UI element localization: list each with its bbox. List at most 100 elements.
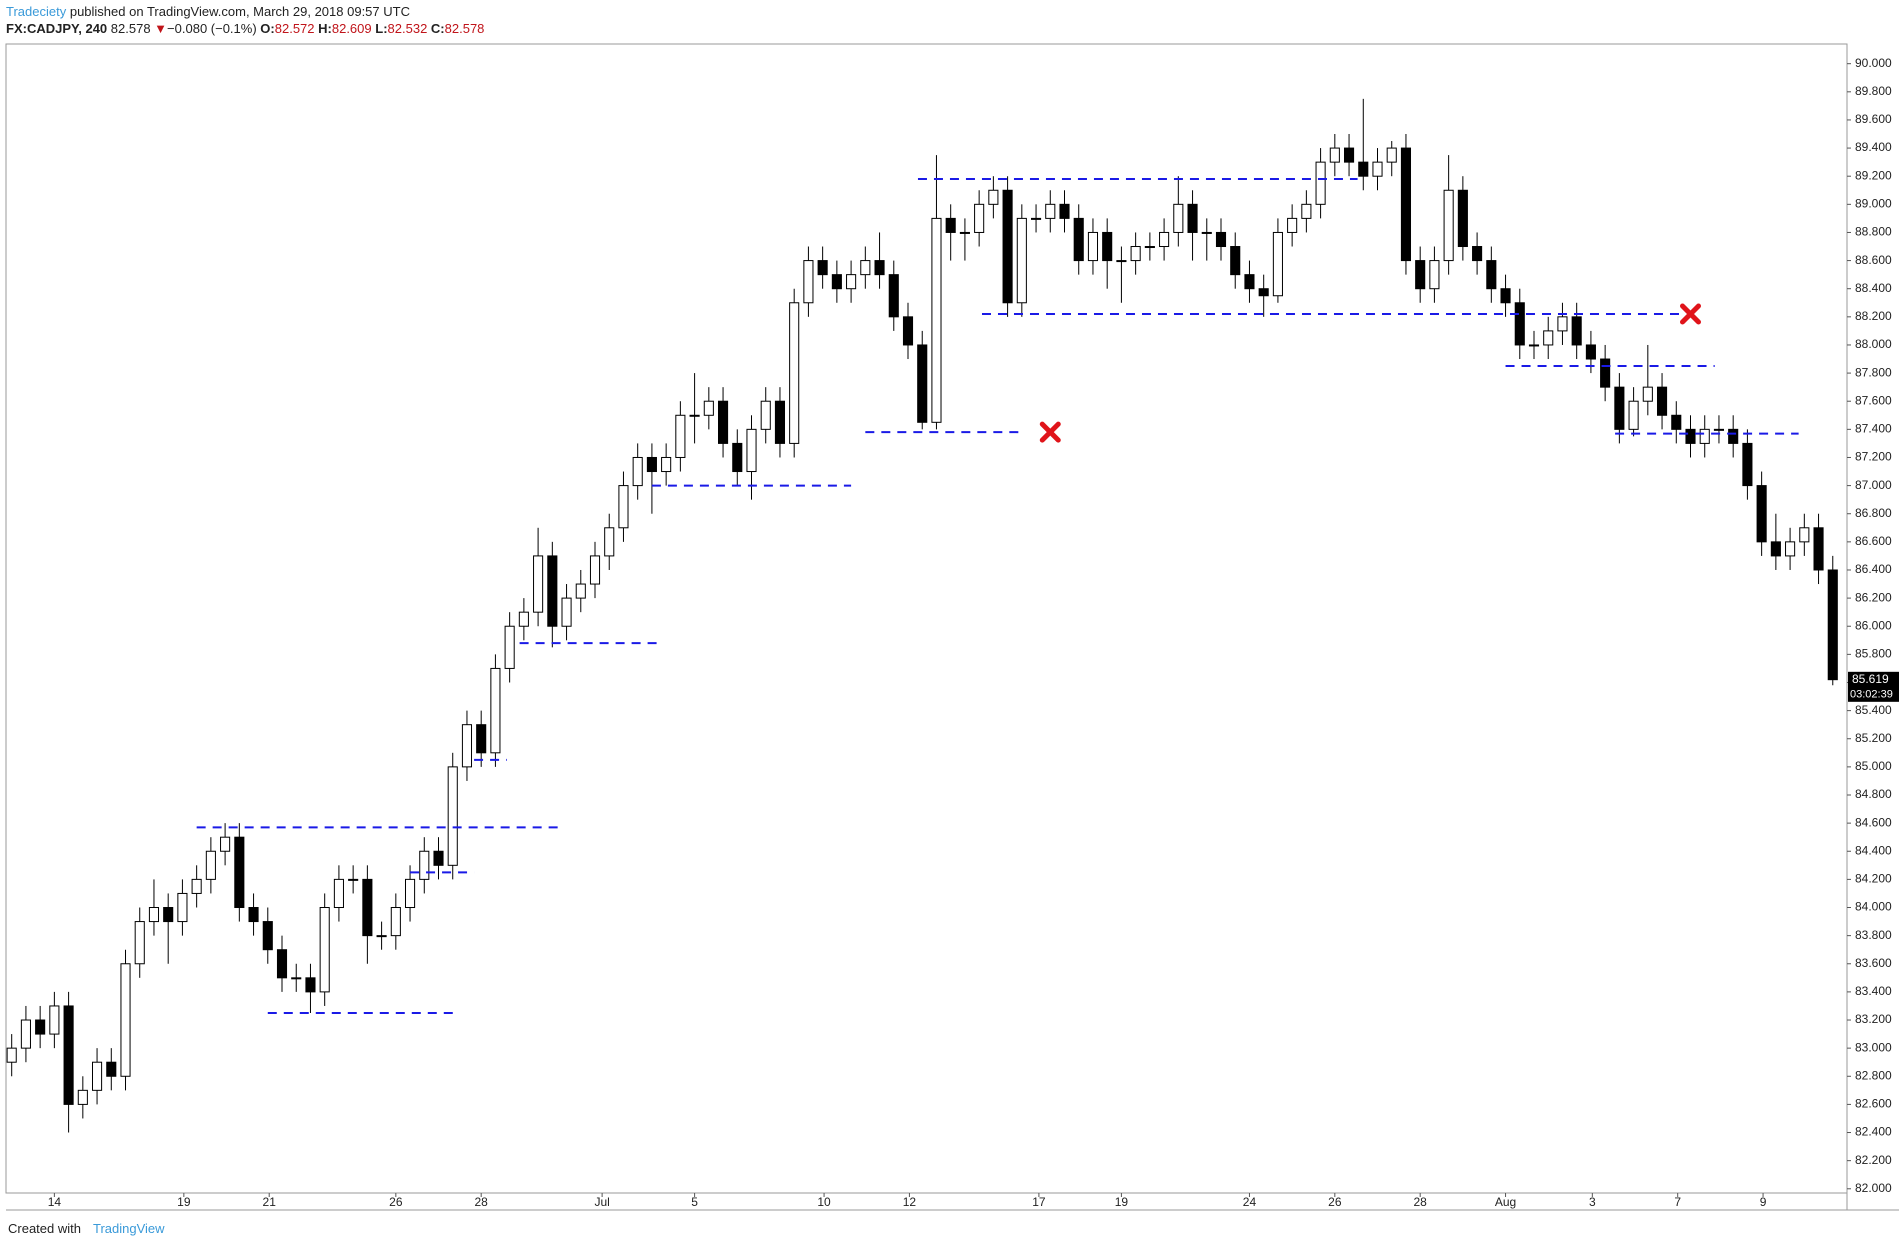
candle-body xyxy=(1215,231,1227,248)
y-tick-label: 82.600 xyxy=(1855,1097,1892,1111)
candle-body xyxy=(362,878,373,937)
candle-body xyxy=(860,260,871,276)
y-tick-label: 89.400 xyxy=(1855,140,1892,154)
candle-body xyxy=(134,921,145,965)
y-tick-label: 83.400 xyxy=(1855,984,1892,998)
candle-body xyxy=(163,907,174,923)
y-tick-label: 84.200 xyxy=(1855,872,1892,886)
cross-stroke xyxy=(1680,303,1702,325)
cross-marker xyxy=(1039,421,1061,443)
chart: 82.000 82.200 82.400 82.600 82.800 83.000 83.2… xyxy=(5,43,1899,1211)
x-tick-label: 17 xyxy=(1032,1195,1046,1209)
high: 82.609 xyxy=(331,21,372,36)
x-tick-label: Jul xyxy=(594,1195,609,1209)
candle-body xyxy=(632,456,643,487)
candle-body xyxy=(248,907,259,923)
candle-body xyxy=(561,597,572,627)
y-tick-label: 87.600 xyxy=(1855,393,1892,407)
candle-body xyxy=(148,907,160,923)
x-tick-label: 19 xyxy=(177,1195,191,1209)
candle-body xyxy=(276,949,288,979)
y-tick-label: 88.200 xyxy=(1855,309,1892,323)
candle-body xyxy=(589,555,601,585)
x-tick-label: 10 xyxy=(817,1195,831,1209)
y-tick-label: 88.800 xyxy=(1855,225,1892,239)
x-tick-label: 12 xyxy=(903,1195,917,1209)
x-tick-label: 26 xyxy=(389,1195,403,1209)
candle-body xyxy=(1343,147,1355,163)
candle-body xyxy=(945,217,956,233)
y-tick-label: 82.200 xyxy=(1855,1153,1892,1167)
y-tick-label: 84.000 xyxy=(1855,900,1892,914)
y-tick-label: 85.000 xyxy=(1855,759,1892,773)
published-text: published on TradingView.com, March 29, … xyxy=(69,4,410,19)
candle-body xyxy=(476,724,487,754)
y-tick-label: 86.400 xyxy=(1855,562,1892,576)
x-tick-label: 3 xyxy=(1589,1195,1596,1209)
candle-body xyxy=(447,766,458,866)
y-tick-label: 85.800 xyxy=(1855,647,1892,661)
candle-body xyxy=(618,485,629,529)
candle-body xyxy=(646,456,657,473)
candle-body xyxy=(1130,246,1141,262)
candle-body xyxy=(376,935,387,938)
candle-body xyxy=(1144,246,1155,249)
candle-body xyxy=(333,878,344,909)
candle-body xyxy=(305,977,316,993)
y-tick-label: 86.600 xyxy=(1855,534,1892,548)
candle-body xyxy=(1457,189,1468,248)
candle-body xyxy=(1543,330,1554,346)
candle-body xyxy=(1742,442,1753,487)
arrow: ▼ xyxy=(154,21,168,36)
candle-body xyxy=(902,316,914,346)
low-label: L: xyxy=(375,21,388,36)
author-link[interactable]: Tradeciety xyxy=(6,4,67,19)
candle-body xyxy=(717,400,729,444)
candle-body xyxy=(1756,485,1767,543)
y-tick-label: 89.200 xyxy=(1855,168,1892,182)
candle-body xyxy=(1799,527,1810,543)
x-tick-label: 28 xyxy=(475,1195,489,1209)
candle-body xyxy=(1656,386,1668,416)
candle-body xyxy=(1045,203,1056,219)
y-tick-label: 87.400 xyxy=(1855,422,1892,436)
change: −0.080 (−0.1%) xyxy=(167,21,257,36)
candle-body xyxy=(547,555,558,627)
candle-body xyxy=(348,878,359,881)
candle-body xyxy=(917,344,928,423)
candle-body xyxy=(988,189,999,205)
open-label: O: xyxy=(260,21,275,36)
candle-body xyxy=(1770,541,1781,557)
open: 82.572 xyxy=(274,21,315,36)
candle-body xyxy=(746,428,757,473)
y-tick-label: 89.600 xyxy=(1855,112,1892,126)
y-tick-label: 88.400 xyxy=(1855,281,1892,295)
candle-body xyxy=(1386,147,1397,163)
candle-body xyxy=(106,1061,117,1077)
candle-body xyxy=(846,274,857,290)
candle-body xyxy=(1486,260,1497,290)
y-tick-label: 82.400 xyxy=(1855,1125,1892,1139)
x-tick-label: Aug xyxy=(1495,1195,1516,1209)
candle-body xyxy=(732,442,743,473)
candle-body xyxy=(1358,161,1369,177)
x-tick-label: 19 xyxy=(1115,1195,1129,1209)
candle-body xyxy=(1415,260,1426,290)
plot-border xyxy=(5,43,1848,1194)
last-price-label: 85.619 xyxy=(1852,672,1889,686)
y-tick-label: 85.400 xyxy=(1855,703,1892,717)
candle-body xyxy=(1429,260,1440,290)
candle-body xyxy=(689,414,700,417)
candle-body xyxy=(533,555,544,613)
candle-body xyxy=(831,274,842,290)
brand-link[interactable]: TradingView xyxy=(92,1221,165,1236)
candle-body xyxy=(1258,288,1269,297)
y-tick-label: 84.600 xyxy=(1855,815,1892,829)
publish-line: Tradeciety published on TradingView.com,… xyxy=(6,3,484,20)
candle-body xyxy=(461,724,473,768)
y-tick-label: 86.200 xyxy=(1855,590,1892,604)
x-tick-label: 5 xyxy=(691,1195,698,1209)
candle-body xyxy=(120,963,131,1077)
y-tick-label: 89.000 xyxy=(1855,196,1892,210)
